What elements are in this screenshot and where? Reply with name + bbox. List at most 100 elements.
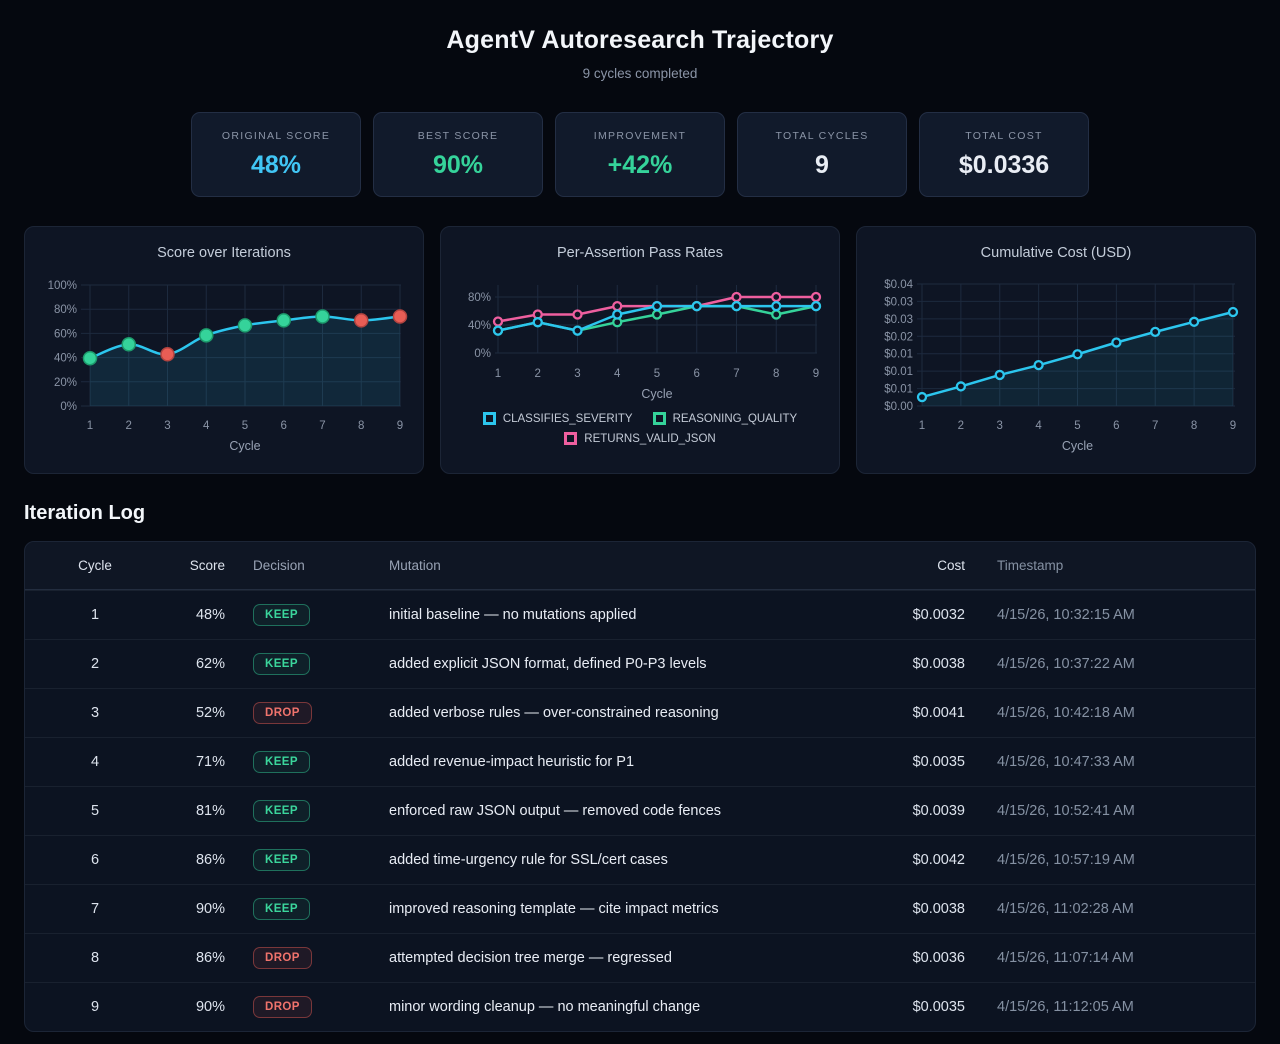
data-point (731, 300, 742, 312)
y-tick-label: $0.03 (884, 296, 913, 308)
x-tick-label: 3 (997, 420, 1003, 432)
data-point (612, 300, 623, 312)
cycle-cell: 8 (90, 950, 100, 966)
y-tick-label: 100% (48, 280, 77, 292)
charts-row: 0% 20% 40% 60% 80% 100% 1 2 3 4 5 6 7 8 9 Cycle Score o… (24, 226, 1256, 474)
stat-value: 48% (250, 150, 302, 179)
x-tick-label: 4 (614, 368, 621, 380)
x-tick-label: 6 (694, 368, 700, 380)
cost-cell: $0.0041 (912, 705, 965, 721)
decision-cell: DROP (225, 702, 385, 724)
decision-badge: KEEP (253, 849, 310, 871)
chart-legend: CLASSIFIES_SEVERITY REASONING_QUALITY RE… (441, 412, 839, 445)
x-tick-label: 2 (958, 420, 964, 432)
x-tick-label: 2 (535, 368, 541, 380)
cost-cell: $0.0035 (912, 999, 965, 1015)
table-row: 9 90% DROP minor wording cleanup — no me… (25, 982, 1255, 1031)
data-point (492, 316, 504, 327)
decision-badge: DROP (253, 947, 312, 969)
chart-card-score: 0% 20% 40% 60% 80% 100% 1 2 3 4 5 6 7 8 9 Cycle Score o… (24, 226, 424, 474)
legend-item: RETURNS_VALID_JSON (564, 432, 716, 445)
decision-badge: KEEP (253, 800, 310, 822)
data-point (1033, 360, 1044, 371)
mutation-cell: improved reasoning template — cite impac… (389, 901, 719, 917)
data-point (572, 325, 583, 336)
mutation-cell: minor wording cleanup — no meaningful ch… (389, 999, 701, 1015)
cost-cell: $0.0032 (912, 607, 965, 623)
mutation-cell: attempted decision tree merge — regresse… (389, 950, 672, 966)
data-point (1072, 349, 1083, 360)
cost-cell: $0.0039 (912, 803, 965, 819)
mutation-cell: enforced raw JSON output — removed code … (389, 803, 722, 819)
data-point (392, 309, 408, 324)
cost-cell: $0.0035 (912, 754, 965, 770)
y-tick-label: $0.03 (884, 314, 913, 326)
stat-value: +42% (607, 150, 673, 179)
y-tick-label: 80% (54, 304, 77, 316)
cycle-cell: 3 (90, 705, 100, 721)
timestamp-cell: 4/15/26, 10:32:15 AM (997, 607, 1135, 623)
table-row: 3 52% DROP added verbose rules — over-co… (25, 688, 1255, 737)
decision-cell: KEEP (225, 849, 385, 871)
timestamp-cell: 4/15/26, 10:52:41 AM (997, 803, 1135, 819)
pass-rates-chart: 0% 40% 80% 1 2 3 4 5 6 7 8 9 Cycle (468, 285, 822, 401)
x-tick-label: 8 (773, 368, 779, 380)
decision-badge: DROP (253, 702, 312, 724)
y-tick-label: 60% (54, 328, 77, 340)
legend-swatch-green (652, 412, 666, 425)
page-header: AgentV Autoresearch Trajectory 9 cycles … (0, 0, 1280, 82)
chart-card-pass-rates: 0% 40% 80% 1 2 3 4 5 6 7 8 9 Cycle Per-Assertion Pas… (440, 226, 840, 474)
area-fill (90, 316, 400, 406)
x-tick-label: 5 (1074, 420, 1080, 432)
mutation-cell: added explicit JSON format, defined P0-P… (389, 656, 707, 672)
stat-value: 90% (432, 150, 484, 179)
stat-label: TOTAL CYCLES (775, 129, 869, 142)
stat-label: IMPROVEMENT (593, 129, 687, 142)
decision-cell: KEEP (225, 653, 385, 675)
y-tick-label: 20% (54, 377, 77, 389)
score-cell: 90% (195, 999, 225, 1015)
data-point (612, 309, 623, 320)
data-point (82, 350, 98, 366)
x-tick-label: 5 (242, 420, 248, 432)
mutation-cell: added verbose rules — over-constrained r… (389, 705, 719, 721)
data-point (315, 309, 330, 324)
iteration-log-section: Iteration Log Cycle Score Decision Mutat… (24, 502, 1256, 1032)
data-point (532, 317, 543, 328)
cost-cell: $0.0036 (912, 950, 965, 966)
legend-label: RETURNS_VALID_JSON (584, 432, 716, 445)
col-header-score: Score (189, 558, 225, 573)
data-point (810, 291, 822, 303)
data-point (916, 391, 928, 403)
chart-grid (917, 283, 1235, 407)
chart-title: Per-Assertion Pass Rates (556, 245, 723, 261)
data-point (237, 318, 253, 333)
col-header-cost: Cost (937, 558, 965, 573)
stat-card: IMPROVEMENT +42% (555, 112, 725, 197)
y-tick-label: 40% (468, 320, 491, 332)
decision-badge: DROP (253, 996, 312, 1018)
timestamp-cell: 4/15/26, 11:07:14 AM (997, 950, 1134, 966)
stat-label: ORIGINAL SCORE (221, 129, 331, 142)
stat-label: TOTAL COST (965, 129, 1043, 142)
table-row: 7 90% KEEP improved reasoning template —… (25, 884, 1255, 933)
cycle-cell: 2 (90, 656, 100, 672)
x-tick-label: 7 (733, 368, 739, 380)
y-tick-label: $0.04 (884, 279, 913, 291)
decision-cell: KEEP (225, 604, 385, 626)
x-tick-label: 2 (126, 420, 132, 432)
col-header-mutation: Mutation (389, 558, 441, 573)
page-subtitle: 9 cycles completed (582, 66, 698, 81)
data-point (1150, 326, 1161, 338)
cycle-cell: 7 (90, 901, 100, 917)
stat-card: TOTAL COST $0.0336 (919, 112, 1089, 197)
x-tick-label: 9 (397, 420, 403, 432)
mutation-cell: added revenue-impact heuristic for P1 (389, 754, 635, 770)
chart-title: Score over Iterations (157, 245, 291, 261)
y-tick-label: $0.02 (884, 331, 913, 343)
stat-label: BEST SCORE (417, 129, 499, 142)
legend-swatch-cyan (482, 412, 496, 425)
iteration-log-heading: Iteration Log (24, 502, 146, 524)
timestamp-cell: 4/15/26, 10:47:33 AM (997, 754, 1135, 770)
score-cell: 86% (195, 950, 225, 966)
